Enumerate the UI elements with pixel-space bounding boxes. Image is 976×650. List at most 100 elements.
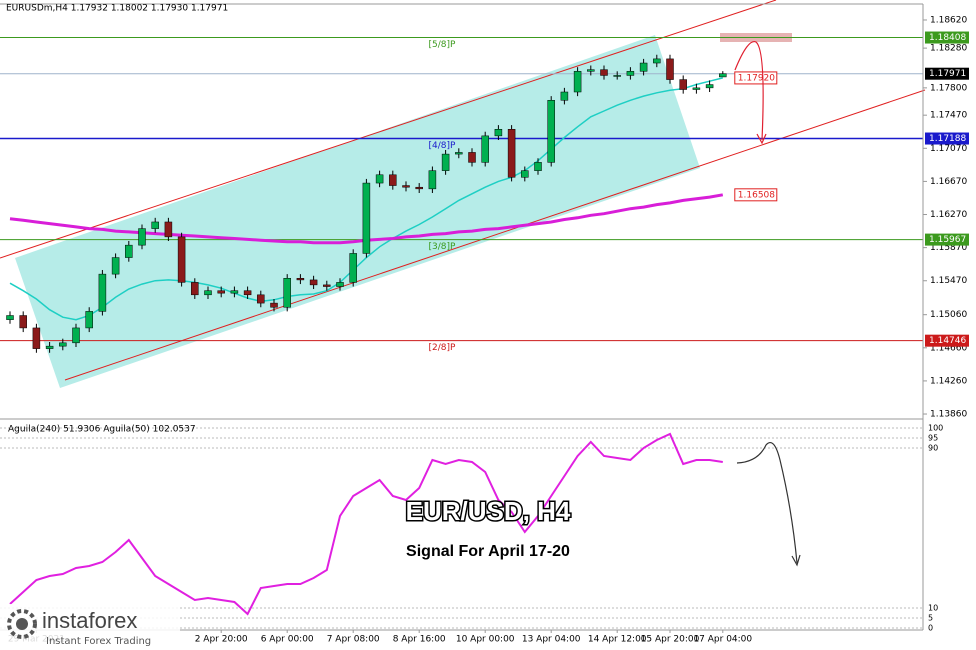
- level-label: [3/8]P: [429, 242, 457, 252]
- x-tick-label: 7 Apr 08:00: [327, 635, 380, 645]
- candle-body: [415, 186, 423, 190]
- candle-body: [111, 257, 120, 275]
- candle-body: [441, 153, 450, 171]
- gray-arrowhead: [791, 554, 801, 567]
- candle-body: [204, 290, 212, 296]
- candle-body: [507, 129, 516, 178]
- candle-body: [45, 345, 54, 349]
- red-arrowhead: [756, 133, 767, 145]
- y-tick-label: 1.17800: [930, 83, 967, 93]
- candle-body: [705, 84, 714, 89]
- candle-body: [573, 71, 582, 93]
- candle-body: [587, 69, 595, 72]
- x-tick-label: 8 Apr 16:00: [393, 635, 446, 645]
- candle-body: [323, 284, 331, 287]
- x-tick-label: 10 Apr 00:00: [456, 635, 515, 645]
- y-tick-label: 1.18280: [930, 44, 967, 54]
- candle-body: [362, 182, 371, 254]
- y-tick-label: 1.16270: [930, 210, 967, 220]
- x-tick-label: 17 Apr 04:00: [693, 635, 752, 645]
- watermark: instaforex Instant Forex Trading: [0, 604, 180, 650]
- header: EURUSDm,H4 1.17932 1.18002 1.17930 1.179…: [6, 4, 228, 14]
- candle-body: [98, 273, 107, 312]
- oscillator-line: [9, 432, 723, 616]
- y-tick-label: 1.17470: [930, 111, 967, 121]
- candle-body: [59, 342, 67, 347]
- candle-body: [243, 290, 252, 296]
- channel-highlight: [15, 35, 700, 388]
- candle-body: [283, 278, 291, 308]
- oscillator-title: Aguila(240) 51.9306 Aguila(50) 102.0537: [8, 425, 196, 435]
- candle-body: [468, 152, 476, 163]
- level-value: 1.15967: [929, 235, 966, 245]
- ma-label: 1.16508: [738, 190, 775, 200]
- candle-body: [191, 282, 199, 296]
- logo: [16, 618, 28, 630]
- candle-body: [336, 282, 344, 287]
- candle-body: [6, 315, 14, 320]
- candle-body: [389, 174, 397, 186]
- y-tick-label: 1.14260: [930, 376, 967, 386]
- candle-body: [177, 236, 186, 283]
- level-value-box: [925, 132, 969, 145]
- candle-body: [692, 87, 701, 90]
- osc-tick-label: 90: [928, 444, 938, 453]
- candle-body: [32, 327, 41, 349]
- candle-body: [653, 58, 661, 64]
- brand: instaforex: [42, 608, 137, 633]
- candle-body: [270, 302, 278, 308]
- y-tick-label: 1.15060: [930, 310, 967, 320]
- candle-body: [230, 290, 239, 294]
- candle-body: [375, 174, 384, 184]
- candle-body: [349, 253, 357, 283]
- osc-tick-label: 5: [928, 614, 933, 623]
- x-tick-label: 14 Apr 12:00: [588, 635, 647, 645]
- gray-arrow: [736, 441, 798, 564]
- red-arrow: [734, 40, 764, 141]
- ma-label-box: [734, 71, 778, 85]
- watermark-bg: [0, 604, 180, 650]
- candle-body: [613, 75, 621, 77]
- candle-body: [151, 221, 159, 229]
- level-label: [4/8]P: [429, 141, 457, 151]
- y-tick-label: 1.14660: [930, 343, 967, 353]
- y-tick-label: 1.15870: [930, 243, 967, 253]
- candle-body: [19, 315, 27, 329]
- x-tick-label: 13 Apr 04:00: [522, 635, 581, 645]
- osc-tick-label: 100: [928, 424, 943, 433]
- candle-body: [560, 91, 569, 101]
- osc-tick-label: 0: [928, 624, 933, 633]
- price-value: 1.17971: [929, 69, 966, 79]
- candle-body: [494, 129, 503, 137]
- level-label: [5/8]P: [429, 40, 457, 50]
- x-tick-label: 6 Apr 00:00: [261, 635, 314, 645]
- channel-upper: [0, 0, 777, 259]
- candle-body: [639, 62, 648, 72]
- ma-line: [9, 77, 723, 321]
- price-box: [925, 67, 969, 80]
- y-tick-label: 1.18620: [930, 15, 967, 25]
- candle-body: [309, 279, 318, 286]
- ma-label-box: [734, 188, 778, 202]
- level-value-box: [925, 334, 969, 347]
- ma-label: 1.17920: [738, 73, 775, 83]
- annotation-arrows: [734, 40, 801, 567]
- candle-body: [547, 100, 555, 163]
- overlay-title: EUR/USD, H4: [406, 496, 571, 526]
- plot: 1.18620 1.18280 1.17800 1.17470 1.17070 1.166…: [0, 15, 969, 645]
- y-tick-label: 1.16670: [930, 177, 967, 187]
- candle-body: [402, 185, 410, 188]
- overlay-subtitle: Signal For April 17-20: [406, 543, 570, 560]
- osc-tick-label: 95: [928, 434, 938, 443]
- candle-body: [72, 327, 80, 344]
- x-tick-label: 2 Apr 20:00: [195, 635, 248, 645]
- candle-body: [428, 170, 437, 190]
- level-value-box: [925, 233, 969, 246]
- candle-body: [455, 152, 463, 155]
- candle-body: [138, 228, 146, 246]
- candle-body: [600, 69, 608, 76]
- level-value: 1.18408: [929, 33, 966, 43]
- y-tick-label: 1.15470: [930, 276, 967, 286]
- x-tick-label: 15 Apr 20:00: [641, 635, 700, 645]
